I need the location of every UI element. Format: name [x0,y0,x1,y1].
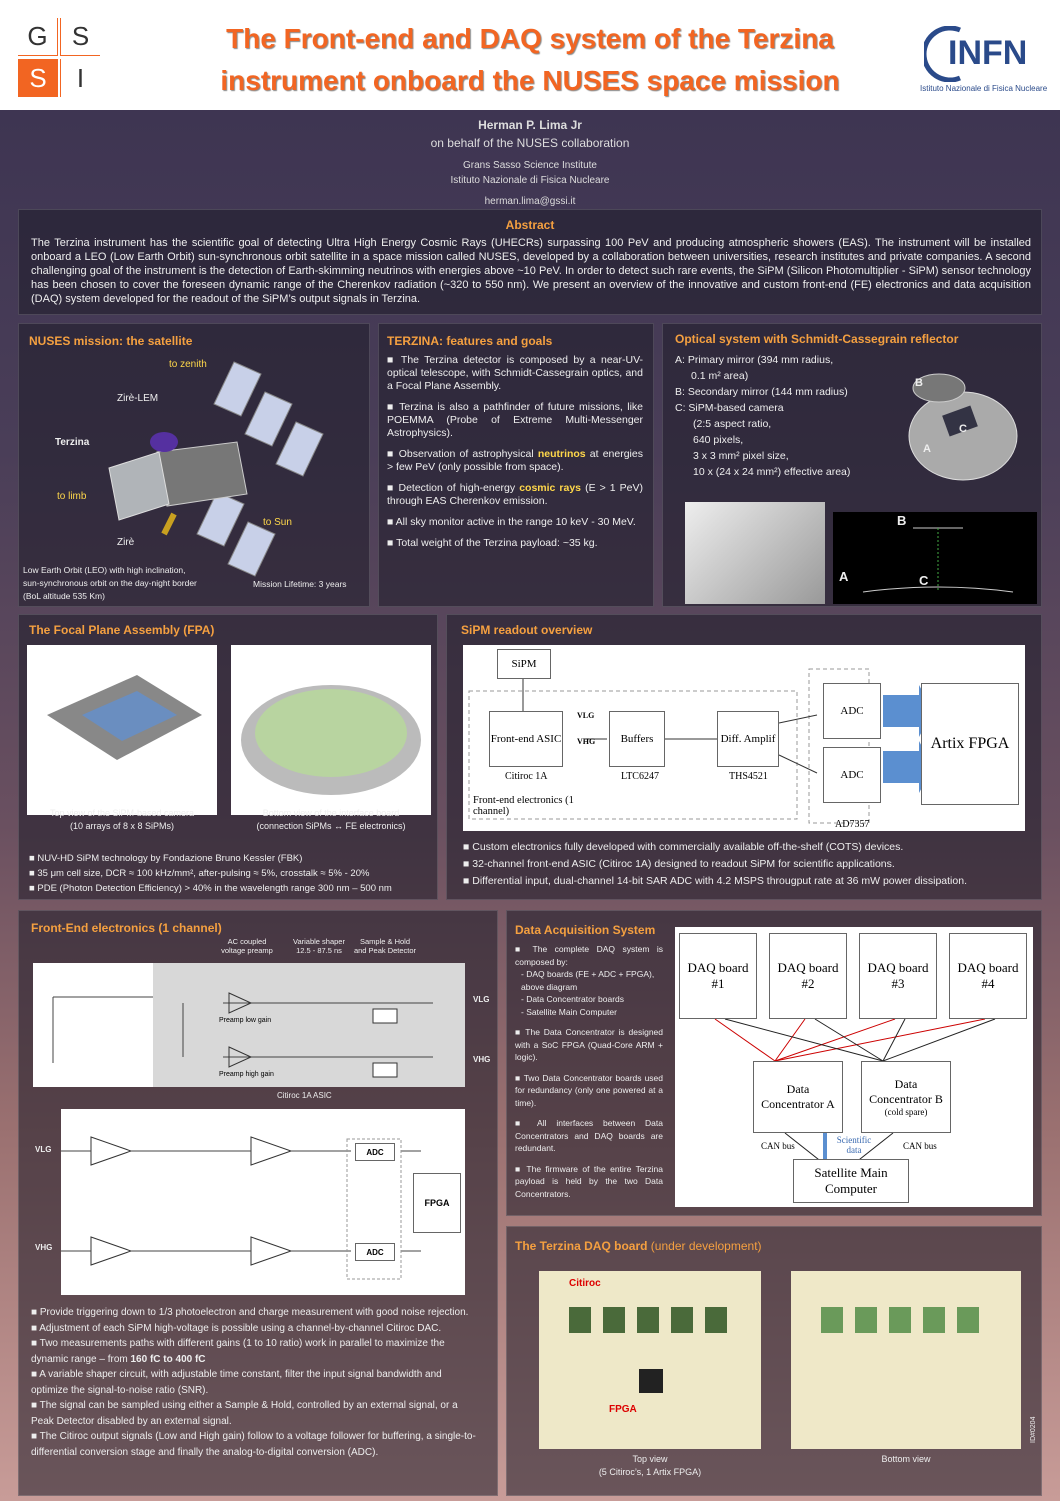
daq-board-panel: The Terzina DAQ board (under development… [506,1226,1042,1496]
satellite-illustration [108,361,324,577]
daq-board-2: DAQ board #2 [769,933,847,1019]
sipm-diagram: SiPM Front-end ASIC Buffers Diff. Amplif… [463,645,1025,831]
board-bottom-image [791,1271,1021,1449]
daq-panel: Data Acquisition System ■ The complete D… [506,910,1042,1216]
satellite-main-computer: Satellite Main Computer [793,1159,909,1203]
optical-panel: Optical system with Schmidt-Cassegrain r… [662,323,1042,607]
nuses-panel: NUSES mission: the satellite to zenith Z… [18,323,370,607]
camera-top-image [27,645,217,815]
infn-logo: INFN Istituto Nazionale di Fisica Nuclea… [918,26,1047,96]
daq-board-3: DAQ board #3 [859,933,937,1019]
board-caption: Bottom view of the interface board (conne… [256,808,406,831]
adc-schematic: ADC ADC FPGA [61,1109,465,1295]
abstract-panel: Abstract The Terzina instrument has the … [18,209,1042,315]
telescope-cutaway-image [685,502,825,604]
terzina-panel: TERZINA: features and goals ■ The Terzin… [378,323,654,607]
poster-title: The Front-end and DAQ system of the Terz… [220,23,840,96]
sipm-panel: SiPM readout overview SiPM Front-end ASI… [446,614,1042,900]
daq-board-4: DAQ board #4 [949,933,1027,1019]
daq-diagram: DAQ board #1 DAQ board #2 DAQ board #3 D… [675,927,1033,1207]
header: G S S I The Front-end and DAQ system of … [0,0,1060,110]
camera-caption: Top view of the SiPM-based camera (10 arr… [49,808,195,831]
board-top-image: Citiroc FPGA [539,1271,761,1449]
data-concentrator-b: Data Concentrator B (cold spare) [861,1061,951,1133]
citiroc-schematic: Preamp low gain Preamp high gain [33,963,465,1087]
fpa-panel: The Focal Plane Assembly (FPA) Top view … [18,614,438,900]
ray-trace-image: B A C [833,512,1037,604]
gssi-logo: G S S I [18,18,104,98]
data-concentrator-a: Data Concentrator A [753,1061,843,1133]
interface-board-image [231,645,431,815]
fee-panel: Front-End electronics (1 channel) AC cou… [18,910,498,1496]
daq-board-1: DAQ board #1 [679,933,757,1019]
telescope-image [908,373,1018,481]
authors: Herman P. Lima Jr on behalf of the NUSES… [430,118,630,207]
